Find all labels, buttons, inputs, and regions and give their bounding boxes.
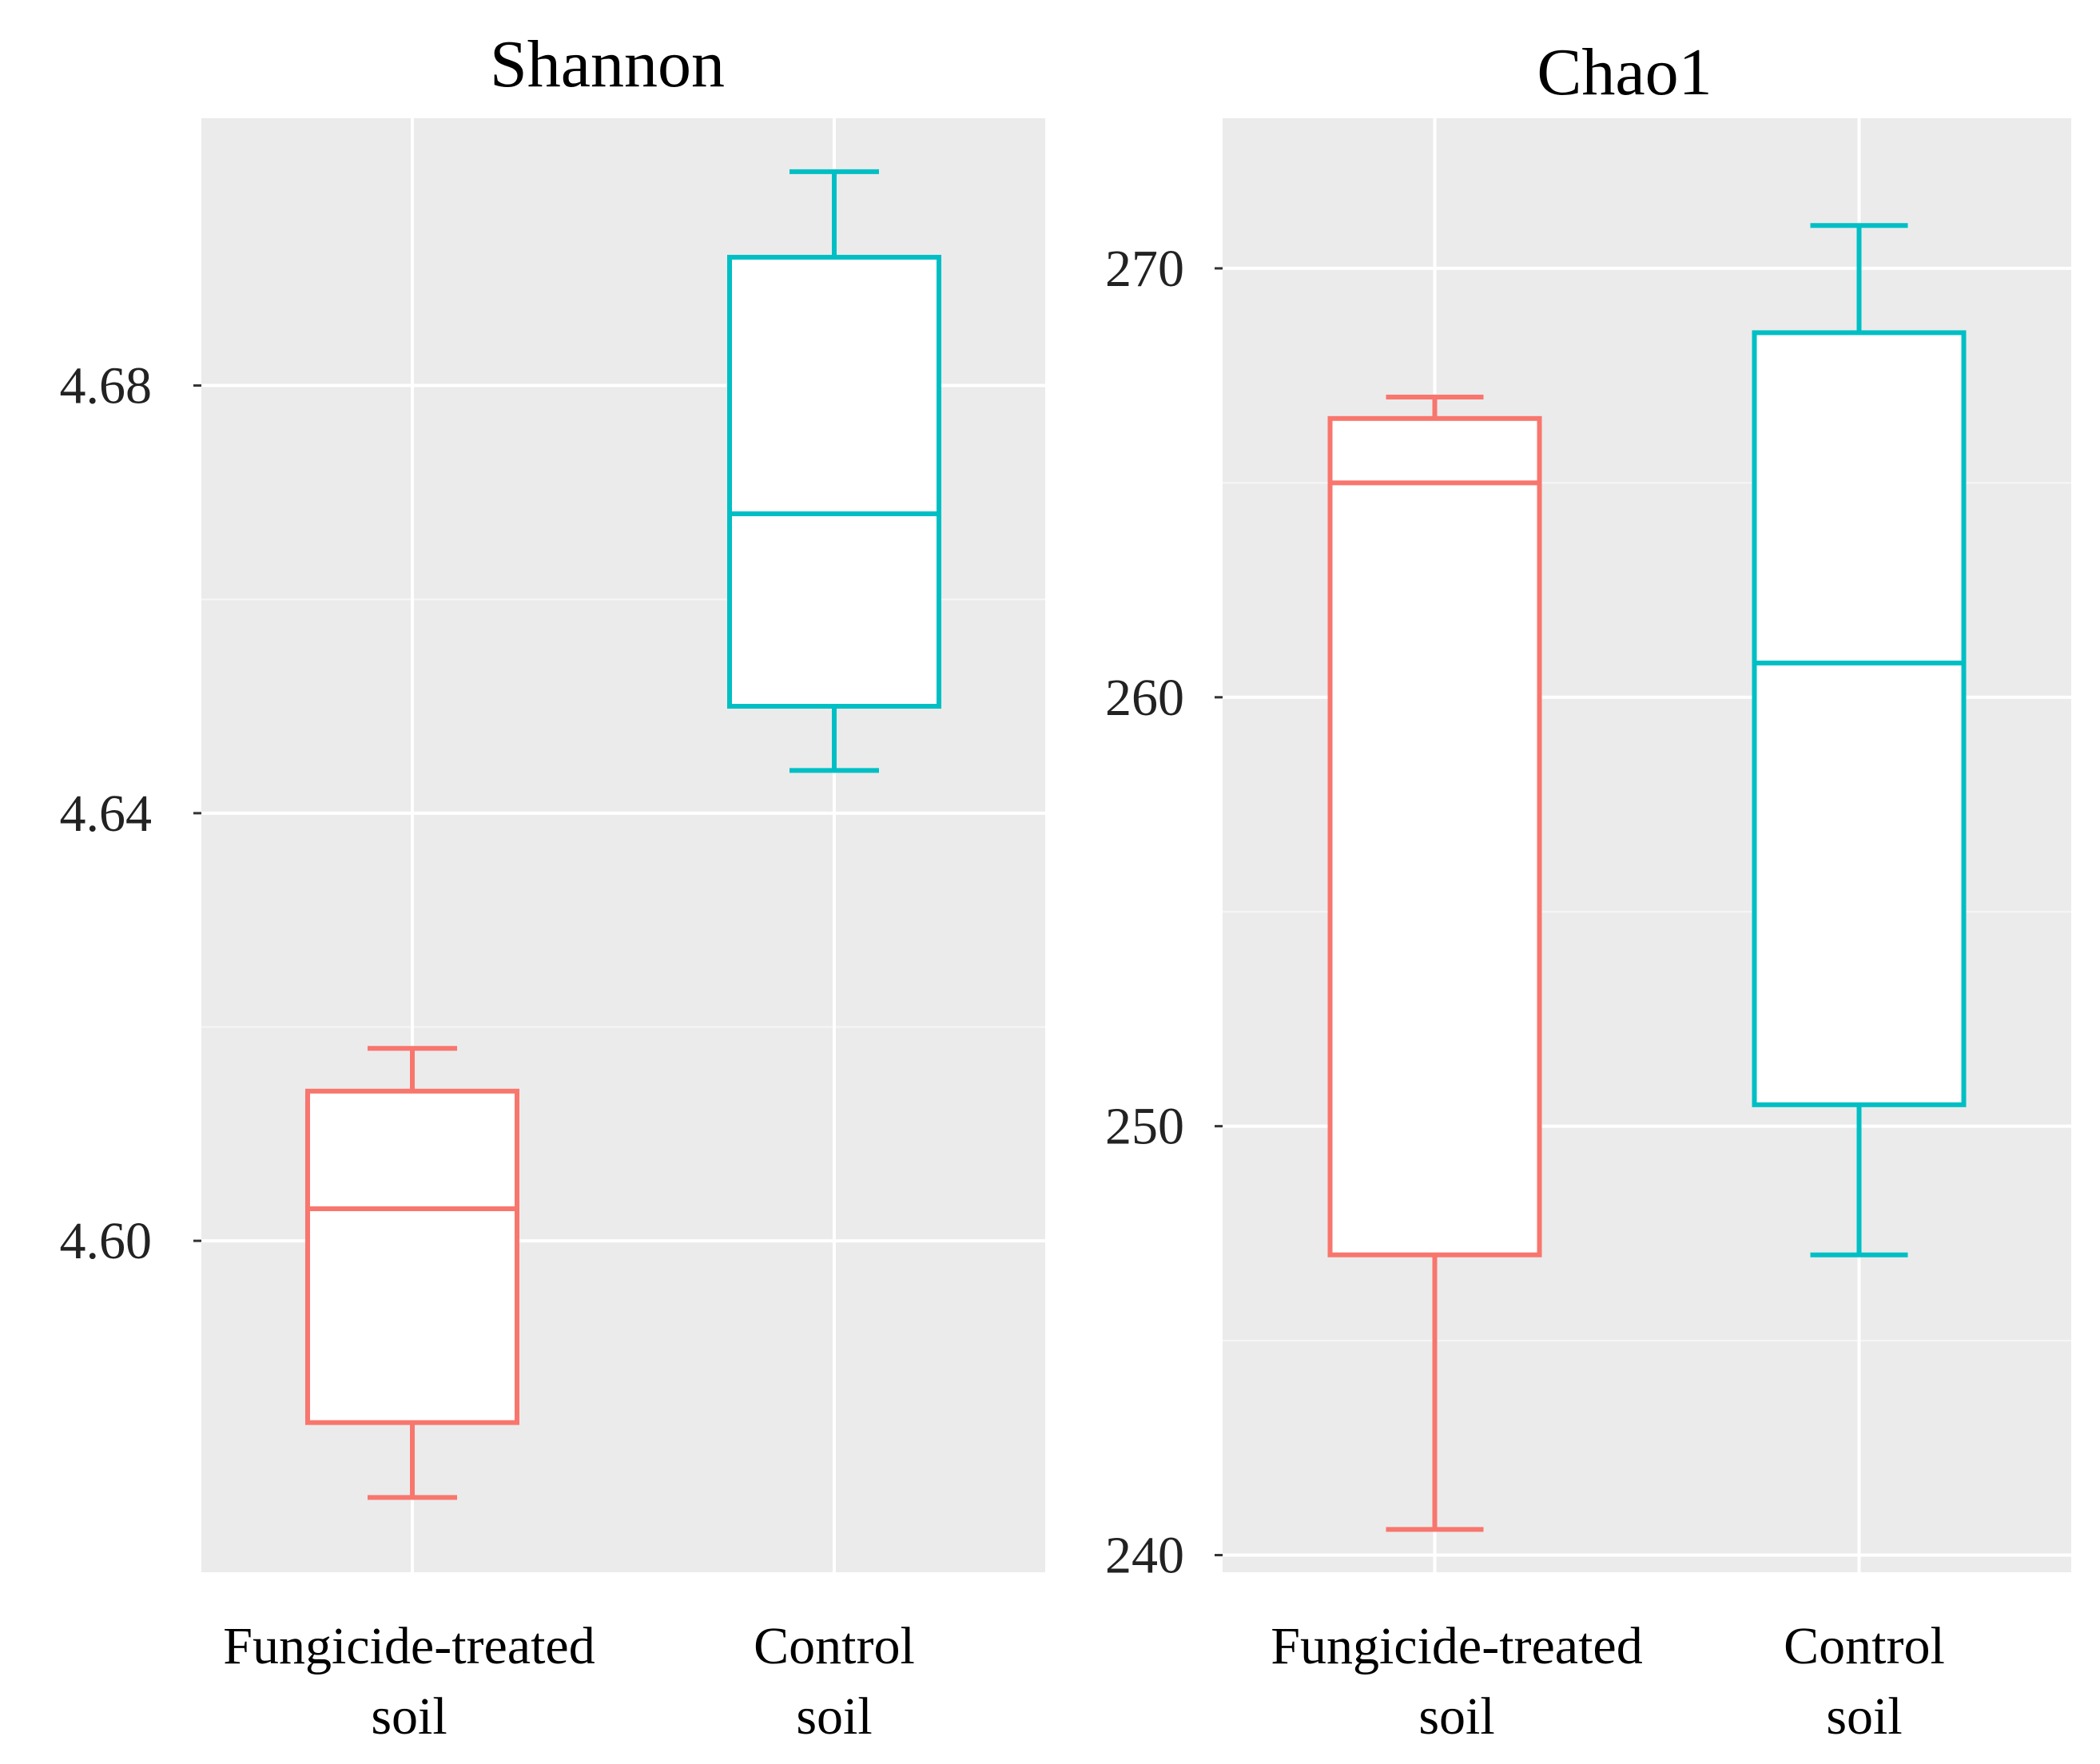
x-category-label-line: Control: [754, 1617, 915, 1675]
iqr-box: [1752, 330, 1967, 1107]
x-category-label-line: Fungicide-treated: [1271, 1617, 1642, 1675]
y-tick-label: 4.64: [60, 785, 153, 843]
y-tick-label: 250: [1105, 1098, 1184, 1156]
x-category-label: Fungicide-treated soil: [223, 1617, 595, 1746]
y-tick-label: 4.60: [60, 1212, 153, 1270]
boxplot-fungicide-treated: [1327, 394, 1542, 1532]
x-category-label-line: soil: [1826, 1687, 1902, 1746]
y-tick-label: 260: [1105, 669, 1184, 727]
boxplot-control: [1752, 223, 1967, 1257]
y-tick-label: 240: [1105, 1527, 1184, 1585]
x-category-label: Fungicide-treated soil: [1271, 1617, 1642, 1746]
iqr-box: [305, 1088, 519, 1425]
panel-title: Shannon: [490, 27, 725, 101]
shannon-panel: Shannon 4.60 4.64 4.68 Fungicide-treated soil…: [60, 27, 1045, 1746]
panel-title: Chao1: [1537, 35, 1712, 109]
x-category-label-line: soil: [796, 1687, 872, 1746]
x-category-label-line: soil: [1418, 1687, 1494, 1746]
boxplot-fungicide-treated: [305, 1046, 519, 1500]
x-category-label-line: Fungicide-treated: [223, 1617, 595, 1675]
boxplot-control: [727, 169, 941, 773]
x-category-label: Control soil: [754, 1617, 915, 1746]
iqr-box: [727, 254, 941, 709]
x-category-label-line: Control: [1784, 1617, 1945, 1675]
y-tick-label: 270: [1105, 240, 1184, 298]
y-tick-label: 4.68: [60, 357, 153, 415]
x-category-label: Control soil: [1784, 1617, 1945, 1746]
iqr-box: [1327, 415, 1542, 1257]
x-category-label-line: soil: [371, 1687, 447, 1746]
